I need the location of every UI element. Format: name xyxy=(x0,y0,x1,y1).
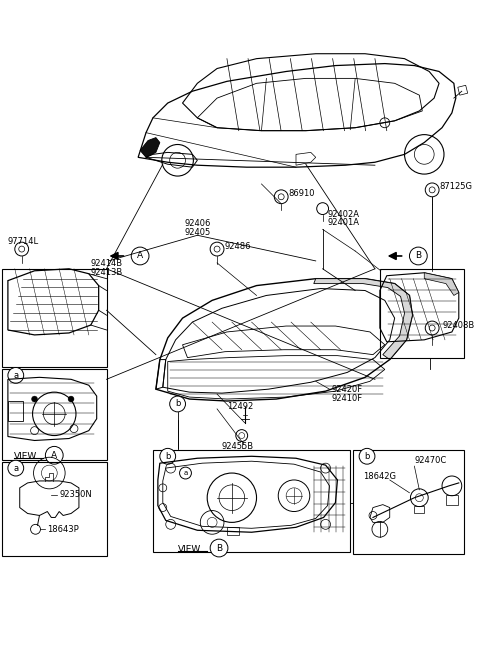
Circle shape xyxy=(170,396,185,412)
Text: 86910: 86910 xyxy=(288,189,314,198)
Text: 92486: 92486 xyxy=(225,242,252,250)
Text: 92414B: 92414B xyxy=(91,260,123,268)
Circle shape xyxy=(46,446,63,464)
Text: 18643P: 18643P xyxy=(48,525,79,533)
Polygon shape xyxy=(424,273,459,296)
Text: a: a xyxy=(13,464,18,472)
Bar xyxy=(414,506,424,514)
Bar xyxy=(446,495,458,505)
Text: 87125G: 87125G xyxy=(439,183,472,191)
Circle shape xyxy=(210,539,228,557)
Text: 92350N: 92350N xyxy=(59,490,92,499)
Bar xyxy=(380,269,464,357)
Bar xyxy=(2,369,107,460)
Text: 92455B: 92455B xyxy=(222,442,254,451)
Circle shape xyxy=(131,247,149,265)
Text: B: B xyxy=(415,252,421,260)
Bar xyxy=(2,269,107,367)
Circle shape xyxy=(160,448,176,464)
Circle shape xyxy=(8,367,24,383)
Text: 92413B: 92413B xyxy=(91,268,123,277)
Bar xyxy=(8,401,23,420)
Text: 92408B: 92408B xyxy=(442,321,474,330)
Text: 18642G: 18642G xyxy=(363,472,396,480)
Text: A: A xyxy=(137,252,143,260)
Text: 92402A: 92402A xyxy=(327,210,360,219)
Text: 92410F: 92410F xyxy=(332,394,362,403)
Text: VIEW: VIEW xyxy=(178,545,201,553)
Polygon shape xyxy=(140,137,160,157)
Circle shape xyxy=(32,396,37,402)
Circle shape xyxy=(359,448,375,464)
Bar xyxy=(153,450,350,552)
Bar xyxy=(227,528,239,535)
Text: a: a xyxy=(13,371,18,380)
Circle shape xyxy=(409,247,427,265)
Text: 92470C: 92470C xyxy=(414,456,447,464)
Text: B: B xyxy=(216,543,222,553)
Polygon shape xyxy=(314,279,412,359)
Bar xyxy=(353,450,464,554)
Text: b: b xyxy=(175,399,180,409)
Text: 97714L: 97714L xyxy=(8,237,39,246)
Text: b: b xyxy=(165,452,170,461)
Circle shape xyxy=(8,460,24,476)
Text: b: b xyxy=(364,452,370,461)
Circle shape xyxy=(180,467,192,479)
Circle shape xyxy=(68,396,74,402)
Text: 92401A: 92401A xyxy=(327,218,360,227)
Text: a: a xyxy=(183,470,188,476)
Text: 92405: 92405 xyxy=(184,228,210,237)
Text: 92406: 92406 xyxy=(184,219,211,228)
Bar xyxy=(2,462,107,556)
Text: A: A xyxy=(51,451,57,460)
Text: VIEW: VIEW xyxy=(14,452,37,461)
Text: 12492: 12492 xyxy=(227,403,253,411)
Text: 92420F: 92420F xyxy=(332,385,362,394)
